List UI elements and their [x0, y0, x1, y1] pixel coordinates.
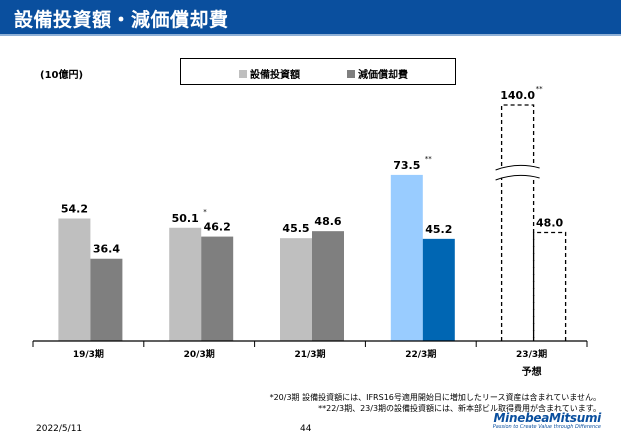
page-number: 44 [300, 424, 312, 434]
unit-label: (10億円) [40, 70, 84, 81]
logo-tagline: Passion to Create Value through Differen… [492, 424, 601, 430]
company-logo: MinebeaMitsumi Passion to Create Value t… [492, 411, 602, 430]
bar-depreciation [422, 238, 455, 341]
axis-break-fill [495, 165, 540, 180]
data-label-depreciation: 45.2 [425, 223, 452, 236]
data-label-depreciation: 46.2 [204, 221, 231, 234]
x-axis-sublabel: 予想 [522, 365, 542, 378]
x-axis-label: 23/3期 [516, 348, 547, 360]
axis-break-line [495, 164, 540, 171]
bar-depreciation [90, 258, 123, 341]
bar-depreciation [201, 236, 234, 341]
data-label-capex: 50.1 [172, 212, 199, 225]
legend-item-depreciation: 減価償却費 [347, 66, 408, 81]
bar-capex [58, 218, 91, 341]
chart-legend: 設備投資額 減価償却費 [180, 58, 456, 85]
title-rule [0, 34, 621, 36]
x-axis-label: 19/3期 [73, 348, 104, 360]
footnote-2: **22/3期、23/3期の設備投資額には、新本部ビル取得費用が含まれています。 [318, 404, 601, 413]
data-label-capex: 73.5 [393, 159, 420, 172]
slide-date: 2022/5/11 [36, 424, 83, 434]
bar-capex-forecast [500, 104, 535, 341]
data-label-depreciation: 36.4 [93, 243, 120, 256]
x-axis-label: 21/3期 [294, 348, 325, 360]
footnote-mark: ** [536, 85, 544, 93]
footnote-mark: * [203, 208, 207, 216]
title-bar: 設備投資額・減価償却費 [0, 0, 621, 34]
bar-capex [169, 227, 202, 341]
legend-label-capex: 設備投資額 [250, 70, 300, 81]
footnote-mark: ** [425, 155, 433, 163]
legend-swatch-capex [239, 70, 247, 78]
bar-capex [390, 174, 423, 341]
legend-label-depreciation: 減価償却費 [358, 70, 408, 81]
data-label-depreciation: 48.6 [314, 215, 341, 228]
x-axis-label: 20/3期 [184, 348, 215, 360]
bar-depreciation-forecast [532, 231, 567, 341]
data-label-capex: 54.2 [61, 203, 88, 216]
bar-depreciation [312, 231, 344, 341]
logo-name: MinebeaMitsumi [493, 411, 602, 425]
legend-swatch-depreciation [347, 70, 355, 78]
page-title: 設備投資額・減価償却費 [14, 9, 229, 31]
axis-break-line [495, 174, 540, 181]
data-label-depreciation: 48.0 [536, 217, 563, 230]
x-axis-label: 22/3期 [405, 348, 436, 360]
footnotes: *20/3期 設備投資額には、IFRS16号適用開始日に増加したリース資産は含ま… [270, 392, 601, 414]
data-label-capex: 45.5 [282, 222, 309, 235]
bar-capex [280, 238, 312, 341]
data-label-capex: 140.0 [500, 89, 535, 102]
legend-item-capex: 設備投資額 [239, 66, 300, 81]
footnote-1: *20/3期 設備投資額には、IFRS16号適用開始日に増加したリース資産は含ま… [269, 393, 601, 402]
